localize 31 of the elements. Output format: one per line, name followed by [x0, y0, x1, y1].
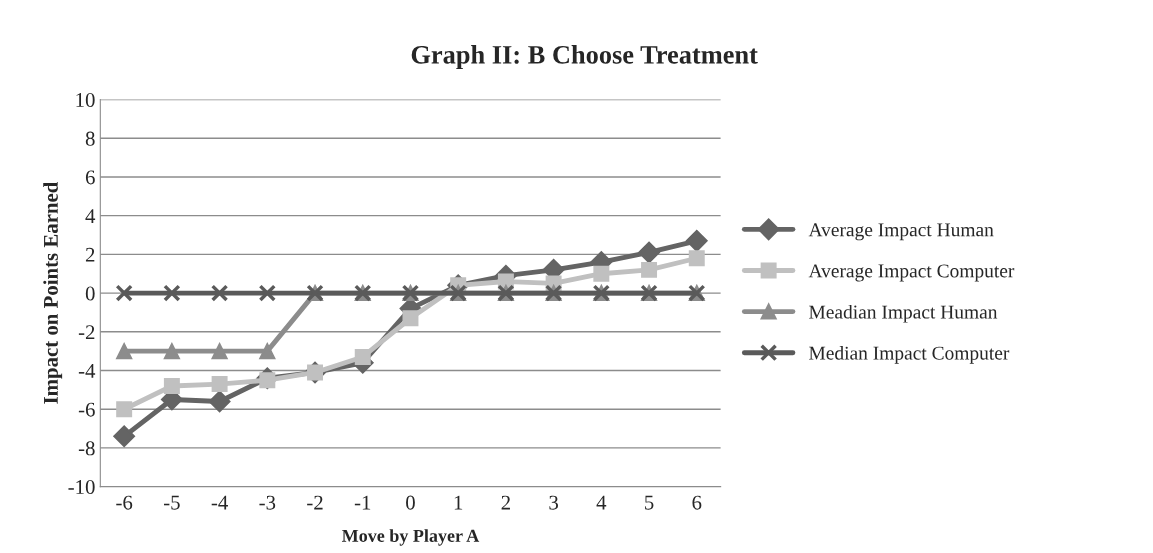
y-tick-label: 10 [76, 92, 95, 107]
y-tick-label: -8 [78, 441, 95, 456]
x-tick-label: -3 [259, 495, 276, 510]
y-tick-label: -10 [68, 480, 95, 495]
legend-label: Average Impact Computer [808, 264, 1015, 282]
y-tick-label: 6 [85, 170, 95, 185]
y-tick-label: -2 [78, 325, 95, 340]
legend-label: Median Impact Computer [809, 346, 1010, 364]
x-tick-label: 2 [501, 495, 510, 510]
x-tick-label: -2 [307, 495, 323, 510]
x-tick-label: -1 [354, 495, 371, 510]
x-tick-label: 4 [596, 495, 607, 510]
y-tick-label: 4 [85, 209, 96, 223]
y-tick-label: 0 [85, 286, 95, 301]
x-tick-label: -5 [163, 495, 180, 510]
y-tick-label: 2 [85, 247, 95, 262]
x-tick-label: 1 [454, 495, 463, 510]
y-axis-title: Impact on Points Earned [43, 181, 63, 404]
y-tick-label: -4 [78, 364, 96, 378]
legend-label: Meadian Impact Human [809, 304, 998, 323]
x-tick-label: 6 [692, 495, 702, 510]
y-tick-label: 8 [85, 131, 95, 146]
x-tick-label: -6 [116, 495, 133, 510]
x-tick-label: 5 [645, 495, 654, 510]
x-tick-label: 0 [406, 495, 415, 510]
legend-label: Average Impact Human [808, 223, 994, 241]
y-tick-label: -6 [78, 402, 95, 417]
x-tick-label: -4 [211, 495, 228, 510]
chart-title: Graph II: B Choose Treatment [411, 45, 758, 70]
x-tick-label: 3 [549, 495, 559, 510]
x-axis-title: Move by Player A [341, 529, 480, 546]
